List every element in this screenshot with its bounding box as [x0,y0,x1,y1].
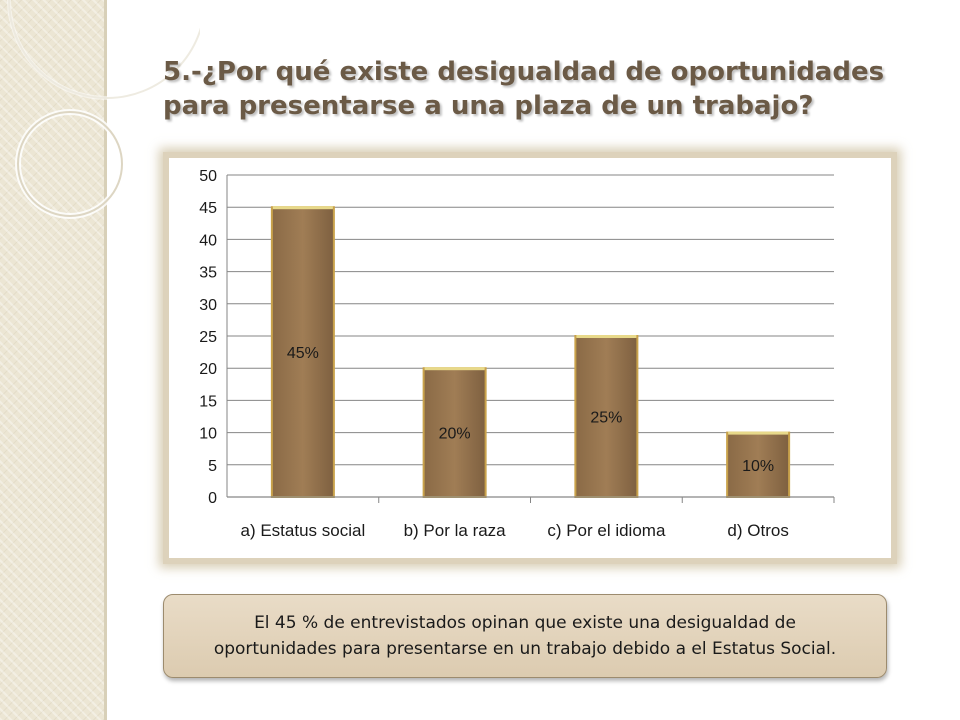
y-tick-label: 45 [199,200,217,217]
summary-text: El 45 % de entrevistados opinan que exis… [213,613,837,659]
data-label: 45% [287,345,319,362]
bar-top-highlight [272,206,333,210]
y-tick-label: 15 [199,393,217,410]
y-tick-label: 35 [199,265,217,282]
data-label: 20% [439,426,471,443]
x-tick-label: a) Estatus social [241,521,366,540]
y-tick-label: 10 [199,426,217,443]
y-tick-label: 5 [208,458,217,475]
bar-top-highlight [728,431,789,435]
y-tick-label: 30 [199,297,217,314]
y-tick-label: 20 [199,361,217,378]
x-tick-label: b) Por la raza [404,521,507,540]
x-tick-label: c) Por el idioma [547,521,666,540]
bar-chart: 0 5 10 15 20 25 30 35 40 45 50 45% a) Estatus social… [199,168,835,540]
page-title: 5.-¿Por qué existe desigualdad de oportu… [163,57,885,121]
decorative-circles [7,0,200,219]
decorative-side-panel [0,0,104,720]
summary-callout: El 45 % de entrevistados opinan que exis… [163,594,887,678]
y-tick-label: 50 [199,168,217,185]
bar [422,367,487,498]
x-tick-label: d) Otros [727,521,788,540]
y-tick-label: 0 [208,490,217,507]
chart-container: 0 5 10 15 20 25 30 35 40 45 50 45% a) Estatus social… [163,152,897,564]
data-label: 10% [742,458,774,475]
y-tick-label: 25 [199,329,217,346]
bar-top-highlight [576,335,637,338]
data-label: 25% [590,410,622,427]
bar [574,335,639,498]
bar-top-highlight [424,367,485,371]
bar [270,206,335,498]
bar [726,431,791,499]
y-tick-label: 40 [199,232,217,249]
side-divider [104,0,107,720]
